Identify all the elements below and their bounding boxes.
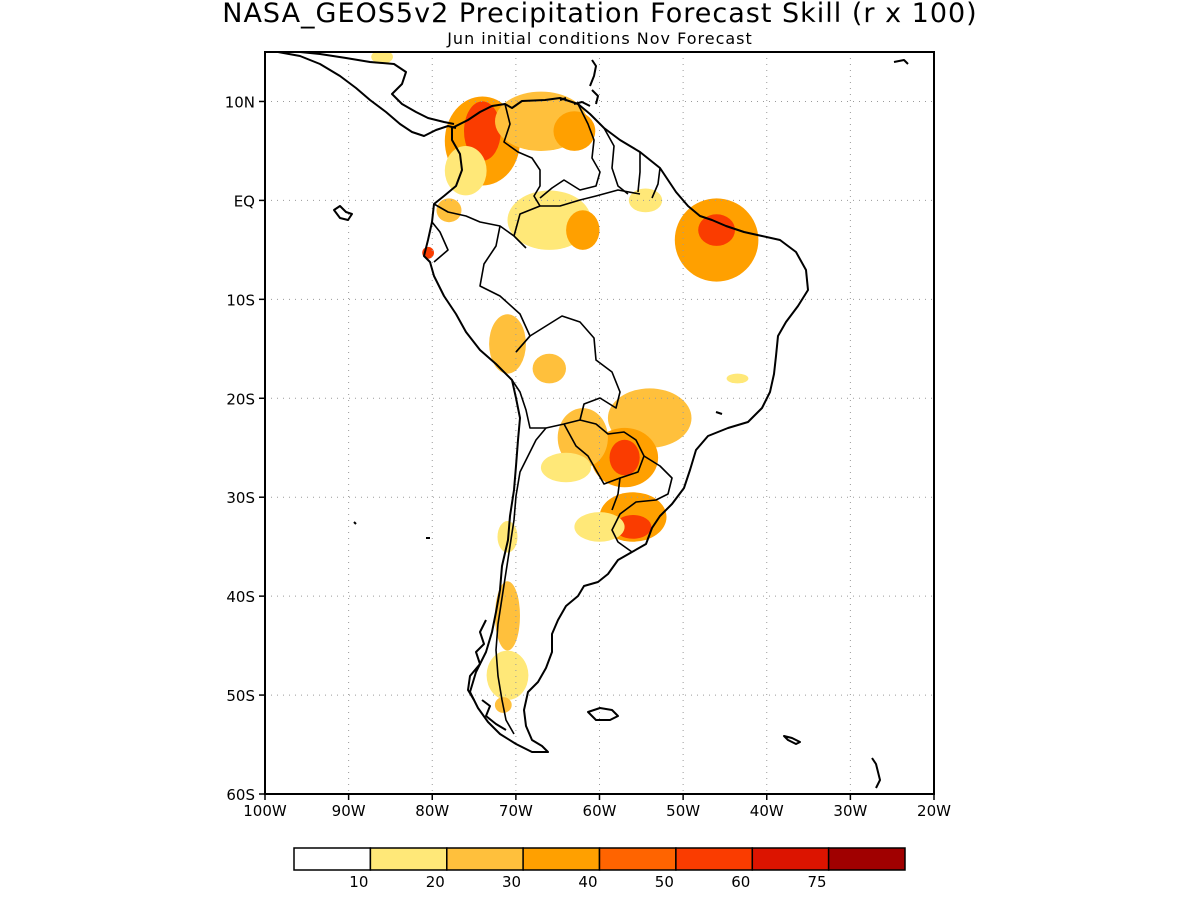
x-tick-label: 90W (332, 802, 366, 820)
colorbar-swatch (293, 847, 372, 871)
central-america-coastline (277, 52, 457, 137)
skill-shading-layer (371, 52, 759, 713)
border-brazil-north (513, 189, 641, 237)
skill-region (609, 439, 640, 476)
border-bolivia-brazil (515, 315, 621, 429)
border-chile-argentina (495, 427, 547, 735)
country-borders (431, 103, 673, 735)
south-america-coastline (423, 97, 809, 753)
skill-region (489, 314, 526, 374)
chilean-fjords (467, 619, 507, 731)
south-sandwich-islands (871, 757, 881, 789)
colorbar-label: 10 (349, 873, 368, 891)
colorbar-swatch (369, 847, 448, 871)
x-tick-label: 80W (415, 802, 449, 820)
y-tick-label: 20S (226, 390, 255, 408)
border-paraguay (563, 419, 645, 485)
skill-region (436, 198, 462, 223)
map-title: NASA_GEOS5v2 Precipitation Forecast Skil… (222, 0, 977, 29)
colorbar-label: 60 (731, 873, 750, 891)
latitude-axis: 10N EQ 10S 20S 30S 40S 50S 60S (225, 93, 265, 804)
skill-region (698, 214, 735, 246)
border-venezuela-guyana (539, 103, 601, 199)
skill-region (726, 373, 749, 384)
y-tick-label: EQ (234, 192, 255, 210)
colorbar-label: 40 (578, 873, 597, 891)
skill-region (444, 146, 487, 196)
longitude-axis: 100W 90W 80W 70W 60W 50W 40W 30W 20W (243, 794, 951, 820)
x-tick-label: 30W (833, 802, 867, 820)
galapagos-islands (333, 205, 353, 221)
colorbar-label: 50 (655, 873, 674, 891)
border-argentina-brazil-uruguay (611, 455, 673, 553)
colorbar-swatch (598, 847, 677, 871)
colorbar-label: 20 (426, 873, 445, 891)
y-tick-label: 40S (226, 588, 255, 606)
x-tick-label: 20W (917, 802, 951, 820)
colorbar-swatch (446, 847, 524, 871)
colorbar-label: 75 (808, 873, 827, 891)
border-guianas (603, 127, 661, 199)
colorbar-swatch (827, 847, 906, 871)
skill-region (540, 452, 592, 483)
caribbean-islands (559, 59, 599, 107)
coastlines (277, 52, 909, 789)
x-tick-label: 60W (583, 802, 617, 820)
colorbar-swatch (751, 847, 830, 871)
colorbar-legend: 10 20 30 40 50 60 75 (293, 847, 906, 891)
skill-region (486, 650, 529, 700)
colorbar-swatch (675, 847, 754, 871)
atlantic-islets (353, 59, 909, 539)
skill-region (566, 210, 600, 250)
x-tick-label: 50W (666, 802, 700, 820)
x-tick-label: 70W (499, 802, 533, 820)
map-subtitle: Jun initial conditions Nov Forecast (446, 29, 753, 48)
skill-region (371, 52, 393, 64)
colorbar-swatch (522, 847, 601, 871)
y-tick-label: 60S (226, 786, 255, 804)
y-tick-label: 30S (226, 489, 255, 507)
skill-region (614, 515, 652, 539)
x-tick-label: 100W (243, 802, 287, 820)
gridlines (265, 52, 934, 794)
colorbar-label: 30 (502, 873, 521, 891)
south-georgia-island (783, 735, 801, 745)
falkland-islands (587, 707, 619, 721)
x-tick-label: 40W (750, 802, 784, 820)
y-tick-label: 10S (226, 291, 255, 309)
y-tick-label: 10N (225, 93, 255, 111)
skill-region (532, 353, 566, 384)
skill-region (553, 111, 596, 151)
border-peru-chile-bolivia (511, 379, 546, 429)
y-tick-label: 50S (226, 687, 255, 705)
border-colombia-venezuela (503, 103, 541, 207)
